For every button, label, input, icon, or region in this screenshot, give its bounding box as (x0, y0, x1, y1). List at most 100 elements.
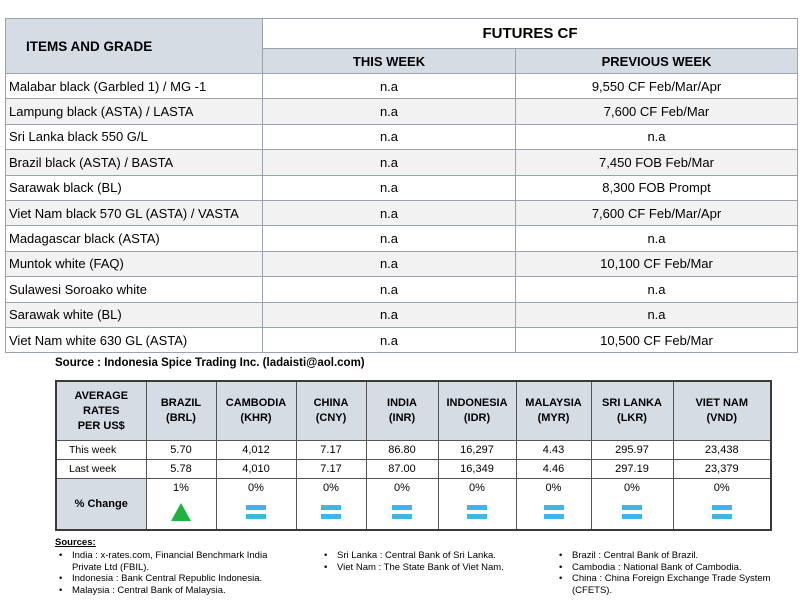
row-label: This week (55, 440, 147, 460)
bar (543, 513, 564, 519)
currency-code: (VND) (706, 412, 738, 424)
rate-cell: 23,438 (672, 440, 772, 460)
futures-cell: Sarawak white (BL) (5, 301, 263, 328)
source-note: Source : Indonesia Spice Trading Inc. (l… (55, 357, 365, 369)
currency-header: CHINA (CNY) (295, 380, 367, 441)
currency-header: INDONESIA (IDR) (437, 380, 517, 441)
bar (622, 513, 642, 519)
header-label-line: AVERAGE (74, 389, 129, 402)
bar (711, 504, 732, 510)
header-label-line: RATES (83, 404, 120, 417)
rate-cell: 16,297 (437, 440, 517, 460)
rates-header-label: AVERAGE RATES PER US$ (55, 380, 147, 441)
rates-row: This week 5.70 4,012 7.17 86.80 16,297 4.43 295… (55, 440, 772, 460)
row-label: Last week (55, 459, 147, 479)
icon-cell (515, 497, 592, 531)
futures-cell: Viet Nam black 570 GL (ASTA) / VASTA (5, 199, 263, 227)
header-row: THIS WEEK PREVIOUS WEEK (6, 48, 798, 74)
rates-header-row: AVERAGE RATES PER US$ BRAZIL (BRL) CAMBODIA (K… (55, 380, 772, 441)
source-item: China : China Foreign Exchange Trade Sys… (555, 573, 785, 596)
rate-cell: 297.19 (590, 459, 674, 479)
source-item: Brazil : Central Bank of Brazil. (555, 550, 785, 562)
sources-title: Sources: (55, 537, 96, 548)
bar (321, 504, 341, 510)
futures-cell: n.a (262, 72, 516, 100)
currency-header: CAMBODIA (KHR) (215, 380, 297, 441)
futures-cell: n.a (262, 326, 516, 354)
icon-cell (672, 497, 772, 531)
row-label: % Change (55, 478, 147, 531)
currency-code: (LKR) (617, 412, 647, 424)
rate-cell: 7.17 (295, 440, 367, 460)
currency-name: CHINA (313, 397, 349, 409)
futures-cell: 10,100 CF Feb/Mar (515, 250, 798, 278)
bar (392, 513, 412, 519)
futures-cell: 9,550 CF Feb/Mar/Apr (515, 72, 798, 100)
rate-cell: 5.70 (145, 440, 217, 460)
currency-name: SRI LANKA (602, 397, 662, 409)
futures-row: Viet Nam white 630 GL (ASTA) n.a 10,500 CF… (5, 326, 798, 354)
bar (321, 513, 341, 519)
futures-cell: n.a (262, 174, 516, 201)
bar (467, 504, 487, 510)
header-cell: PREVIOUS WEEK (515, 48, 798, 74)
source-item: Cambodia : National Bank of Cambodia. (555, 562, 785, 574)
currency-name: MALAYSIA (525, 397, 582, 409)
rate-cell: 0% (672, 478, 772, 497)
rate-cell: 4,010 (215, 459, 297, 479)
currency-name: BRAZIL (160, 397, 202, 409)
bar (392, 504, 412, 510)
futures-cell: n.a (262, 276, 516, 303)
equal-icon (321, 504, 341, 519)
futures-cell: Sri Lanka black 550 G/L (5, 123, 263, 151)
source-column: Brazil : Central Bank of Brazil.Cambodia… (555, 550, 785, 596)
currency-code: (KHR) (240, 412, 272, 424)
rate-cell: 0% (365, 478, 439, 497)
header-cell: ITEMS AND GRADE (5, 18, 263, 74)
header-label-line: PER US$ (77, 419, 125, 432)
header-cell: FUTURES CF (262, 18, 798, 49)
icon-cell (145, 497, 217, 531)
futures-cell: n.a (262, 149, 516, 176)
currency-code: (IDR) (463, 412, 491, 424)
futures-row: Brazil black (ASTA) / BASTA n.a 7,450 FOB … (5, 149, 798, 176)
rate-cell: 16,349 (437, 459, 517, 479)
futures-cell: 7,450 FOB Feb/Mar (515, 149, 798, 176)
futures-cell: n.a (515, 276, 798, 303)
equal-icon (622, 504, 642, 519)
rate-cell: 0% (295, 478, 367, 497)
icon-cell (437, 497, 517, 531)
currency-code: (INR) (388, 412, 416, 424)
futures-cell: n.a (262, 98, 516, 125)
icon-cell (365, 497, 439, 531)
currency-code: (BRL) (166, 412, 196, 424)
header-cell: THIS WEEK (262, 48, 516, 74)
rates-table: AVERAGE RATES PER US$ BRAZIL (BRL) CAMBODIA (K… (55, 380, 772, 531)
up-icon (171, 502, 191, 521)
futures-cell: 7,600 CF Feb/Mar/Apr (515, 199, 798, 227)
equal-icon (711, 504, 732, 519)
equal-icon (467, 504, 487, 519)
futures-cell: 8,300 FOB Prompt (515, 174, 798, 201)
rate-cell: 4,012 (215, 440, 297, 460)
currency-name: VIET NAM (695, 397, 749, 409)
futures-cell: 7,600 CF Feb/Mar (515, 98, 798, 125)
futures-cell: Malabar black (Garbled 1) / MG -1 (5, 72, 263, 100)
bar (543, 504, 564, 510)
rate-cell: 0% (590, 478, 674, 497)
futures-cell: Sarawak black (BL) (5, 174, 263, 201)
futures-cell: Madagascar black (ASTA) (5, 225, 263, 252)
futures-cell: Lampung black (ASTA) / LASTA (5, 98, 263, 125)
rate-cell: 295.97 (590, 440, 674, 460)
icon-row (56, 497, 772, 531)
currency-header: MALAYSIA (MYR) (515, 380, 592, 441)
rate-cell: 86.80 (365, 440, 439, 460)
rates-row: % Change 1% 0% 0% 0% 0% 0% 0% 0% (55, 478, 772, 531)
futures-table: ITEMS AND GRADE FUTURES CF THIS WEEK PRE… (5, 18, 798, 354)
equal-icon (543, 504, 564, 519)
futures-cell: Muntok white (FAQ) (5, 250, 263, 278)
currency-name: CAMBODIA (225, 397, 287, 409)
bar (467, 513, 487, 519)
